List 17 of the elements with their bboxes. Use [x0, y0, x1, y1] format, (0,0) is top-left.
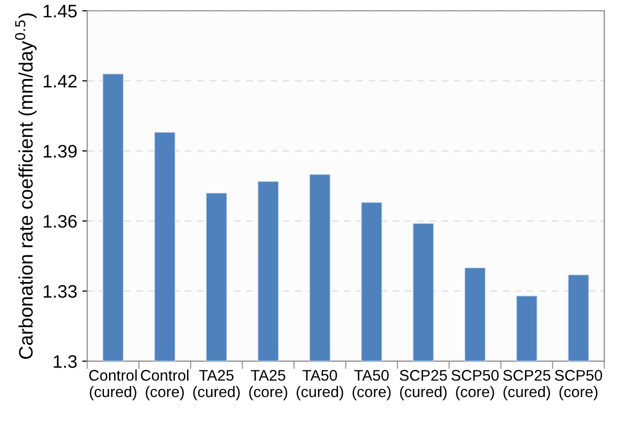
y-tick-label: 1.3 [54, 355, 77, 368]
x-tick-label: SCP50 (core) [554, 370, 602, 400]
y-axis-title: Carbonation rate coefficient (mm/day$^{0.5}$) [15, 13, 37, 359]
y-tick-label: 1.36 [44, 214, 77, 228]
x-tick-label: Control (core) [140, 370, 188, 400]
y-tick-label: 1.45 [44, 4, 77, 18]
x-tick-label: SCP25 (cured) [503, 370, 550, 400]
y-tick-label: 1.33 [44, 285, 77, 298]
y-tick-label: 1.39 [44, 144, 77, 158]
x-tick-label: TA50 (core) [352, 370, 391, 400]
x-tick-label: Control (cured) [89, 370, 137, 400]
x-tick-label: TA25 (cured) [193, 370, 240, 400]
x-tick-label: SCP25 (cured) [400, 370, 447, 400]
x-tick-label: SCP50 (core) [452, 370, 499, 400]
y-tick-label: 1.42 [44, 74, 77, 88]
x-tick-label: TA25 (core) [249, 370, 288, 400]
x-tick-label: TA50 (cured) [296, 370, 344, 400]
